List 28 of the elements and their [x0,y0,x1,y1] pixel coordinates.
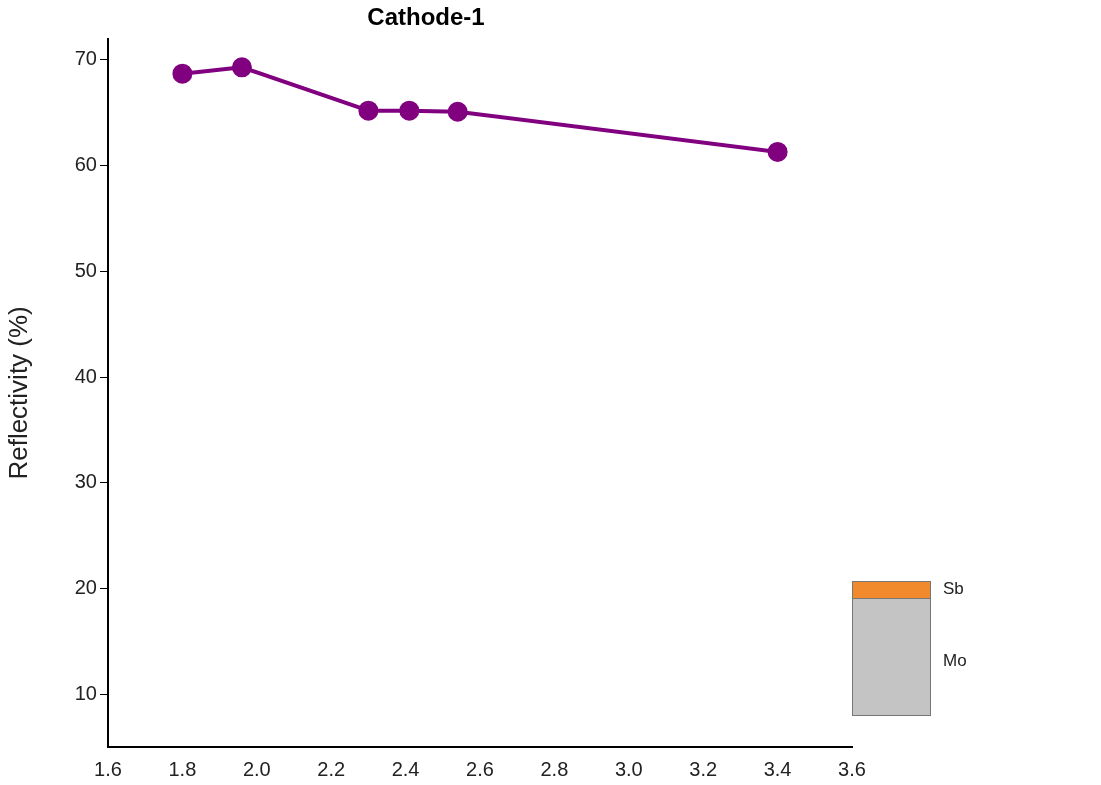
point [447,101,468,122]
point [172,63,193,84]
y-tick-label: 50 [74,258,97,281]
text: Mo [943,651,967,671]
x-tick-label: 2.6 [466,757,494,780]
y-tick-label: 70 [74,47,97,70]
point [358,100,379,121]
y-tick-label: 60 [74,153,97,176]
point [231,57,252,78]
y-tick-label: 20 [74,575,97,598]
text: Sb [943,579,964,599]
x-tick-label: 3.6 [838,757,866,780]
chart-title: Cathode-1 [367,3,485,31]
x-tick-label: 1.6 [94,757,122,780]
x-tick-label: 3.2 [689,757,718,780]
y-axis-title: Reflectivity (%) [2,306,33,480]
y-tick-label: 40 [74,364,97,387]
x-tick-label: 1.8 [168,757,197,780]
y-tick-label: 10 [74,681,97,704]
x-tick-label: 3.0 [614,757,643,780]
x-tick-label: 2.2 [317,757,346,780]
x-tick-label: 3.4 [763,757,792,780]
y-tick-label: 30 [74,470,97,493]
x-tick-label: 2.0 [242,757,271,780]
point [767,141,788,162]
x-tick-label: 2.4 [391,757,420,780]
point [399,100,420,121]
x-tick-label: 2.8 [540,757,569,780]
